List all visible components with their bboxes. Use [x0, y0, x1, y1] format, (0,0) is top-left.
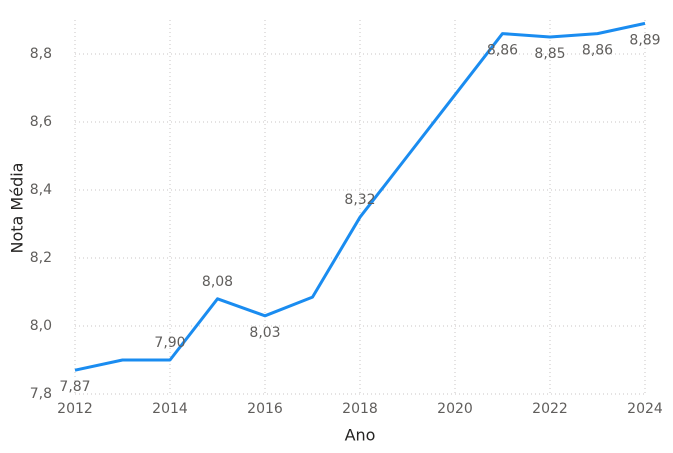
y-tick-label: 8,4 — [30, 182, 52, 198]
line — [74, 21, 646, 372]
y-axis-title: Nota Média — [8, 163, 27, 254]
x-axis-title: Ano — [345, 426, 376, 445]
data-label: 8,86 — [487, 43, 518, 59]
x-tick-label: 2024 — [627, 401, 663, 417]
y-tick-label: 8,2 — [30, 250, 52, 266]
x-tick-label: 2020 — [437, 401, 473, 417]
x-tick-label: 2016 — [247, 401, 283, 417]
data-label: 8,85 — [534, 46, 565, 62]
data-label: 7,90 — [154, 335, 185, 351]
x-tick-label: 2018 — [342, 401, 378, 417]
x-tick-label: 2014 — [152, 401, 188, 417]
x-tick-label: 2012 — [57, 401, 93, 417]
y-tick-label: 8,0 — [30, 318, 52, 334]
data-label: 8,08 — [202, 274, 233, 290]
data-label: 8,03 — [249, 325, 280, 341]
x-tick-label: 2022 — [532, 401, 568, 417]
data-label: 8,86 — [582, 43, 613, 59]
y-tick-label: 8,8 — [30, 46, 52, 62]
y-tick-label: 7,8 — [30, 386, 52, 402]
y-tick-label: 8,6 — [30, 114, 52, 130]
data-label: 8,32 — [344, 192, 375, 208]
data-label: 8,89 — [629, 32, 660, 48]
data-label: 7,87 — [59, 379, 90, 395]
